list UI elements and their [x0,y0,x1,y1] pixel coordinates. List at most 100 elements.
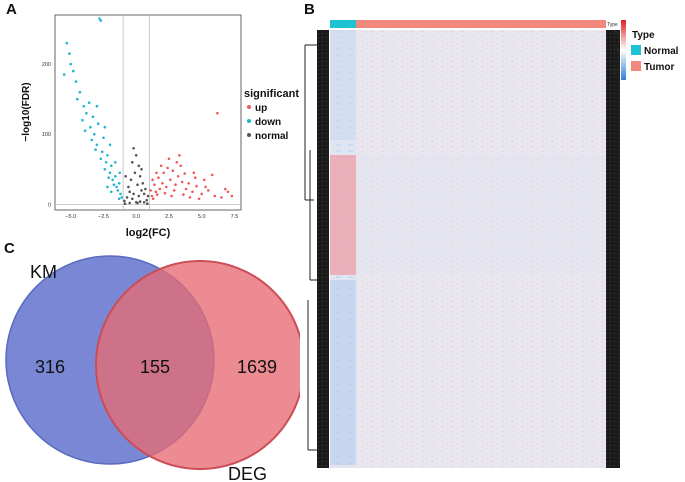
point-up-1 [154,190,158,194]
row-labels-strip [606,30,620,468]
volcano-plot-area [54,14,242,211]
point-down-19 [114,175,117,178]
point-down-13 [69,62,72,66]
color-scale-bar [621,20,626,80]
point-down-39 [108,143,112,147]
point-up-40 [149,189,152,192]
point-down-32 [103,168,107,171]
point-down-8 [89,125,92,129]
point-down-28 [120,196,124,199]
venn-count-km-only: 316 [35,357,65,377]
heatmap-legend-title: Type [632,30,655,41]
point-normal-25 [132,147,135,150]
point-normal-3 [131,197,134,201]
point-normal-19 [137,164,141,168]
point-normal-2 [128,190,131,194]
legend-up-swatch [247,105,251,109]
color-scale-tick-0: 0 [614,47,618,54]
point-normal-12 [136,183,139,186]
x-tick-label-3: 2.5 [165,214,173,220]
point-down-9 [85,111,88,115]
point-up-35 [167,157,171,161]
point-down-12 [74,80,78,83]
point-down-34 [94,148,97,151]
point-up-47 [224,187,227,191]
point-normal-27 [146,202,149,205]
point-normal-24 [134,154,138,157]
point-normal-20 [131,161,134,164]
point-up-8 [180,180,184,184]
point-up-18 [230,194,234,198]
point-down-25 [87,101,91,104]
point-normal-5 [137,194,141,198]
heatmap-normal-cluster-1 [330,30,356,140]
point-down-43 [95,104,99,108]
point-up-3 [161,182,164,185]
point-up-32 [188,196,192,199]
point-up-17 [216,111,219,115]
point-down-38 [68,52,71,55]
point-normal-13 [138,175,142,178]
point-normal-29 [138,200,142,203]
point-up-26 [179,164,182,168]
point-down-6 [95,143,99,147]
point-up-19 [226,190,230,194]
point-normal-18 [133,171,137,175]
point-up-45 [193,176,197,179]
point-down-22 [102,136,105,140]
point-normal-23 [142,201,146,204]
x-tick-label-0: −5.0 [65,214,76,220]
point-down-27 [76,97,79,101]
point-normal-15 [144,187,147,191]
heatmap-tumor-columns [356,30,606,468]
y-tick-label-1: 100 [42,132,51,138]
point-down-18 [117,182,121,185]
volcano-x-label: log2(FC) [126,227,171,239]
legend-normal-swatch [631,45,641,55]
point-down-46 [117,197,121,201]
point-up-23 [166,166,169,170]
legend-normal-text: Normal [644,46,679,57]
venn-count-intersection: 155 [140,357,170,377]
color-scale-tick-neg5: −5 [610,68,618,75]
point-up-31 [182,193,185,196]
point-up-20 [153,183,156,186]
point-up-30 [170,194,173,198]
point-down-42 [118,171,122,175]
point-up-34 [159,164,163,168]
point-normal-0 [123,199,126,203]
point-up-15 [213,194,217,198]
point-normal-10 [129,178,133,182]
point-up-27 [151,197,155,201]
point-up-38 [203,178,206,182]
point-normal-7 [142,192,146,196]
point-down-21 [106,154,109,157]
point-up-4 [165,185,168,189]
legend-down-label: down [255,117,281,128]
row-dendrogram-dense [317,30,329,468]
point-down-29 [116,189,120,192]
legend-tumor-text: Tumor [644,62,674,73]
point-down-1 [115,185,118,189]
legend-down-swatch [247,119,251,123]
point-up-0 [150,194,154,198]
point-up-10 [187,182,190,185]
point-down-31 [107,176,110,179]
point-up-46 [204,185,207,189]
venn-count-deg-only: 1639 [237,357,277,377]
point-down-33 [99,157,103,161]
point-up-29 [163,191,167,195]
y-tick-label-2: 200 [42,62,51,68]
panel-label-a: A [6,1,17,18]
annotation-tumor-bar [356,20,606,28]
point-down-4 [104,161,108,164]
point-down-14 [65,41,69,45]
heatmap-normal-cluster-2 [330,155,356,275]
annotation-track-label: Type [607,22,618,28]
point-up-11 [191,190,194,194]
point-down-44 [106,185,109,189]
point-down-15 [62,73,66,76]
point-up-9 [184,187,188,191]
annotation-normal-bar [330,20,356,28]
point-down-41 [114,161,117,164]
